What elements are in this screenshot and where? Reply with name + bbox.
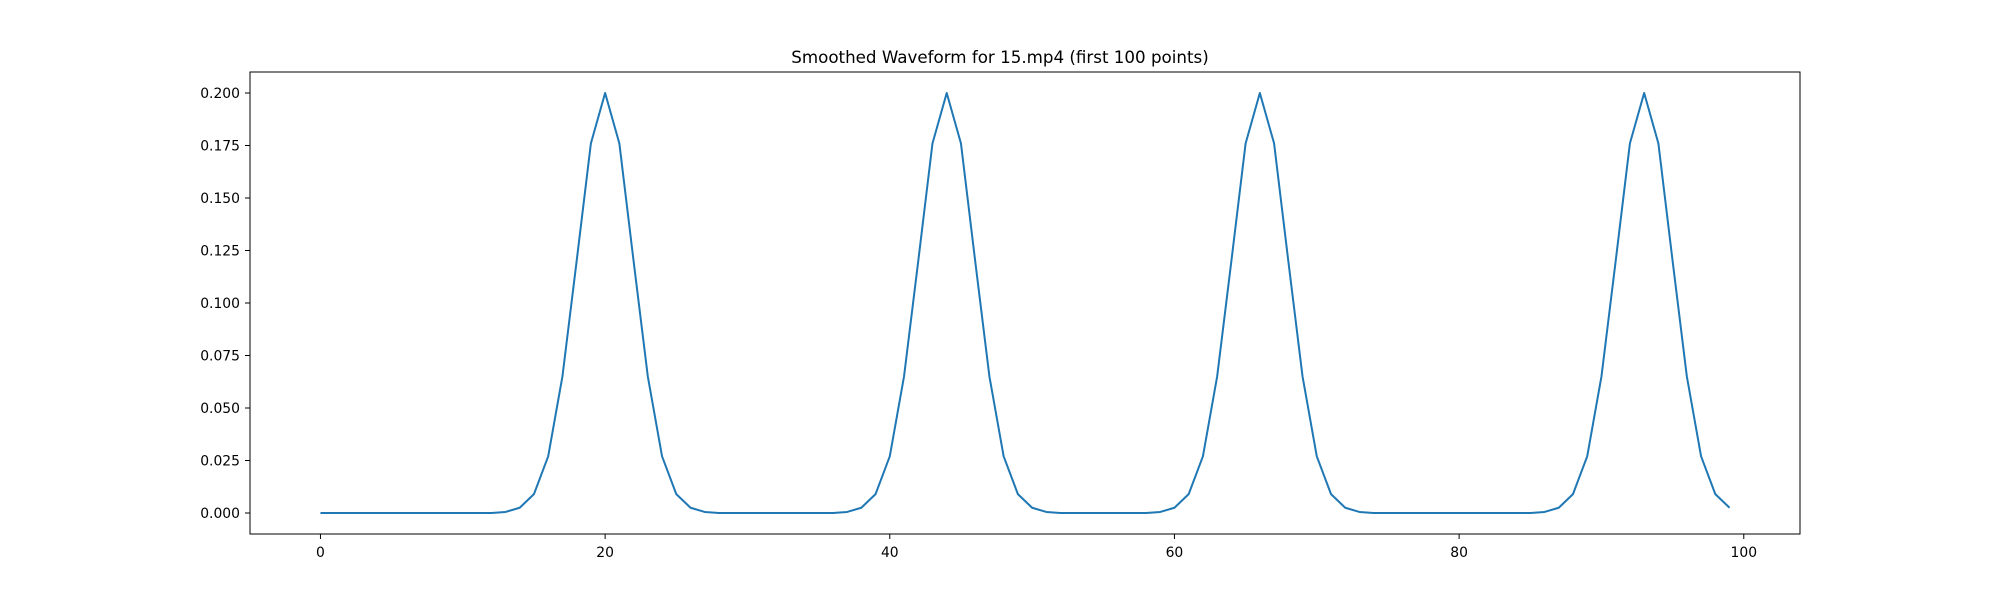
x-tick-label: 20 [596, 545, 614, 561]
chart-title: Smoothed Waveform for 15.mp4 (first 100 … [791, 47, 1208, 67]
x-tick-label: 40 [881, 545, 899, 561]
x-tick-label: 80 [1450, 545, 1468, 561]
y-tick-label: 0.125 [200, 244, 240, 260]
y-tick-label: 0.000 [200, 506, 240, 522]
x-tick-label: 0 [316, 545, 325, 561]
y-tick-label: 0.200 [200, 86, 240, 102]
y-tick-label: 0.150 [200, 191, 240, 207]
x-tick-label: 100 [1731, 545, 1758, 561]
plot-area [250, 72, 1800, 534]
axis-ticks: 0 20 40 60 80 100 0.000 0.025 0.050 0.075 0.100 0.1… [200, 86, 1757, 561]
y-tick-label: 0.100 [200, 296, 240, 312]
y-tick-label: 0.075 [200, 349, 240, 365]
y-tick-label: 0.025 [200, 454, 240, 470]
y-tick-label: 0.050 [200, 401, 240, 417]
series-lines [320, 92, 1731, 514]
series-line [320, 92, 1731, 514]
y-tick-label: 0.175 [200, 139, 240, 155]
plot-frame [249, 71, 1801, 535]
x-tick-label: 60 [1166, 545, 1184, 561]
